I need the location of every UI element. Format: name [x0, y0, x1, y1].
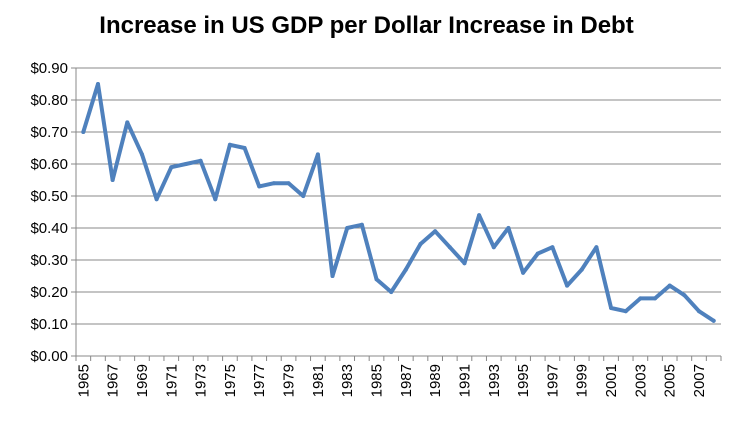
y-tick-label: $0.70 — [30, 124, 68, 141]
data-point — [95, 82, 100, 86]
data-point — [374, 277, 379, 282]
x-tick-label: 1983 — [339, 364, 356, 397]
data-point — [491, 245, 496, 250]
data-point — [447, 245, 452, 250]
data-point — [477, 213, 482, 218]
series-line — [81, 82, 716, 323]
data-point — [242, 146, 247, 150]
x-tick-label: 1991 — [456, 364, 473, 397]
data-point — [286, 181, 291, 186]
x-tick-label: 1981 — [310, 364, 327, 397]
y-tick-label: $0.80 — [30, 92, 68, 109]
x-tick-label: 2007 — [691, 364, 708, 397]
y-tick-label: $0.00 — [30, 348, 68, 365]
y-tick-label: $0.30 — [30, 252, 68, 269]
y-tick-label: $0.20 — [30, 284, 68, 301]
x-tick-label: 1971 — [163, 364, 180, 397]
series-layer — [81, 82, 716, 323]
x-tick-label: 1989 — [427, 364, 444, 397]
y-tick-label: $0.50 — [30, 188, 68, 205]
data-point — [535, 251, 540, 256]
data-point — [110, 178, 115, 182]
data-point — [169, 165, 174, 170]
data-point — [125, 120, 130, 125]
x-tick-label: 2005 — [662, 364, 679, 397]
x-tick-labels: 1965 1967 1969 1971 1973 1975 1977 1979 1981 1983… — [75, 364, 708, 397]
data-point — [638, 296, 643, 301]
data-point — [315, 152, 320, 157]
data-point — [653, 296, 658, 301]
data-point — [609, 306, 614, 310]
x-tick-label: 1999 — [574, 364, 591, 397]
x-tick-label: 2003 — [632, 364, 649, 397]
data-point — [183, 162, 188, 166]
y-tick-labels: $0.00 $0.10 $0.20 $0.30 $0.40 $0.50 $0.60 $0.70… — [30, 60, 68, 365]
x-tick-label: 1977 — [251, 364, 268, 397]
x-tick-label: 1975 — [222, 364, 239, 397]
data-point — [579, 267, 584, 272]
data-point — [81, 130, 86, 134]
data-point — [139, 152, 144, 157]
axes — [71, 67, 722, 361]
x-tick-label: 1985 — [369, 364, 386, 397]
data-point — [565, 283, 570, 288]
gridlines — [76, 67, 721, 325]
data-point — [697, 309, 702, 314]
data-point — [550, 245, 555, 250]
data-point — [345, 226, 350, 230]
x-tick-label: 1967 — [105, 364, 122, 397]
data-point — [359, 222, 364, 227]
data-point — [213, 197, 218, 202]
x-tick-label: 1995 — [515, 364, 532, 397]
data-point — [667, 283, 672, 288]
y-tick-label: $0.10 — [30, 316, 68, 333]
x-tick-label: 1997 — [544, 364, 561, 397]
data-point — [271, 181, 276, 186]
y-tick-label: $0.40 — [30, 220, 68, 237]
data-point — [433, 229, 438, 234]
y-tick-label: $0.90 — [30, 60, 68, 77]
data-point — [682, 293, 687, 298]
data-point — [389, 290, 394, 294]
x-tick-label: 1973 — [193, 364, 210, 397]
data-point — [711, 318, 716, 323]
data-point — [403, 267, 408, 272]
data-point — [506, 226, 511, 230]
x-tick-label: 1979 — [281, 364, 298, 397]
x-tick-label: 1993 — [486, 364, 503, 397]
data-point — [227, 142, 232, 147]
data-point — [257, 184, 262, 189]
data-point — [623, 309, 628, 314]
data-point — [198, 158, 203, 163]
chart-title: Increase in US GDP per Dollar Increase i… — [99, 12, 634, 39]
y-tick-label: $0.60 — [30, 156, 68, 173]
data-point — [594, 245, 599, 250]
data-point — [521, 270, 526, 275]
x-tick-label: 2001 — [603, 364, 620, 397]
data-point — [462, 261, 467, 266]
data-point — [330, 274, 335, 278]
data-point — [418, 242, 423, 246]
x-tick-label: 1987 — [398, 364, 415, 397]
x-tick-label: 1965 — [75, 364, 92, 397]
data-point — [301, 194, 306, 198]
data-point — [154, 197, 159, 202]
x-tick-label: 1969 — [134, 364, 151, 397]
